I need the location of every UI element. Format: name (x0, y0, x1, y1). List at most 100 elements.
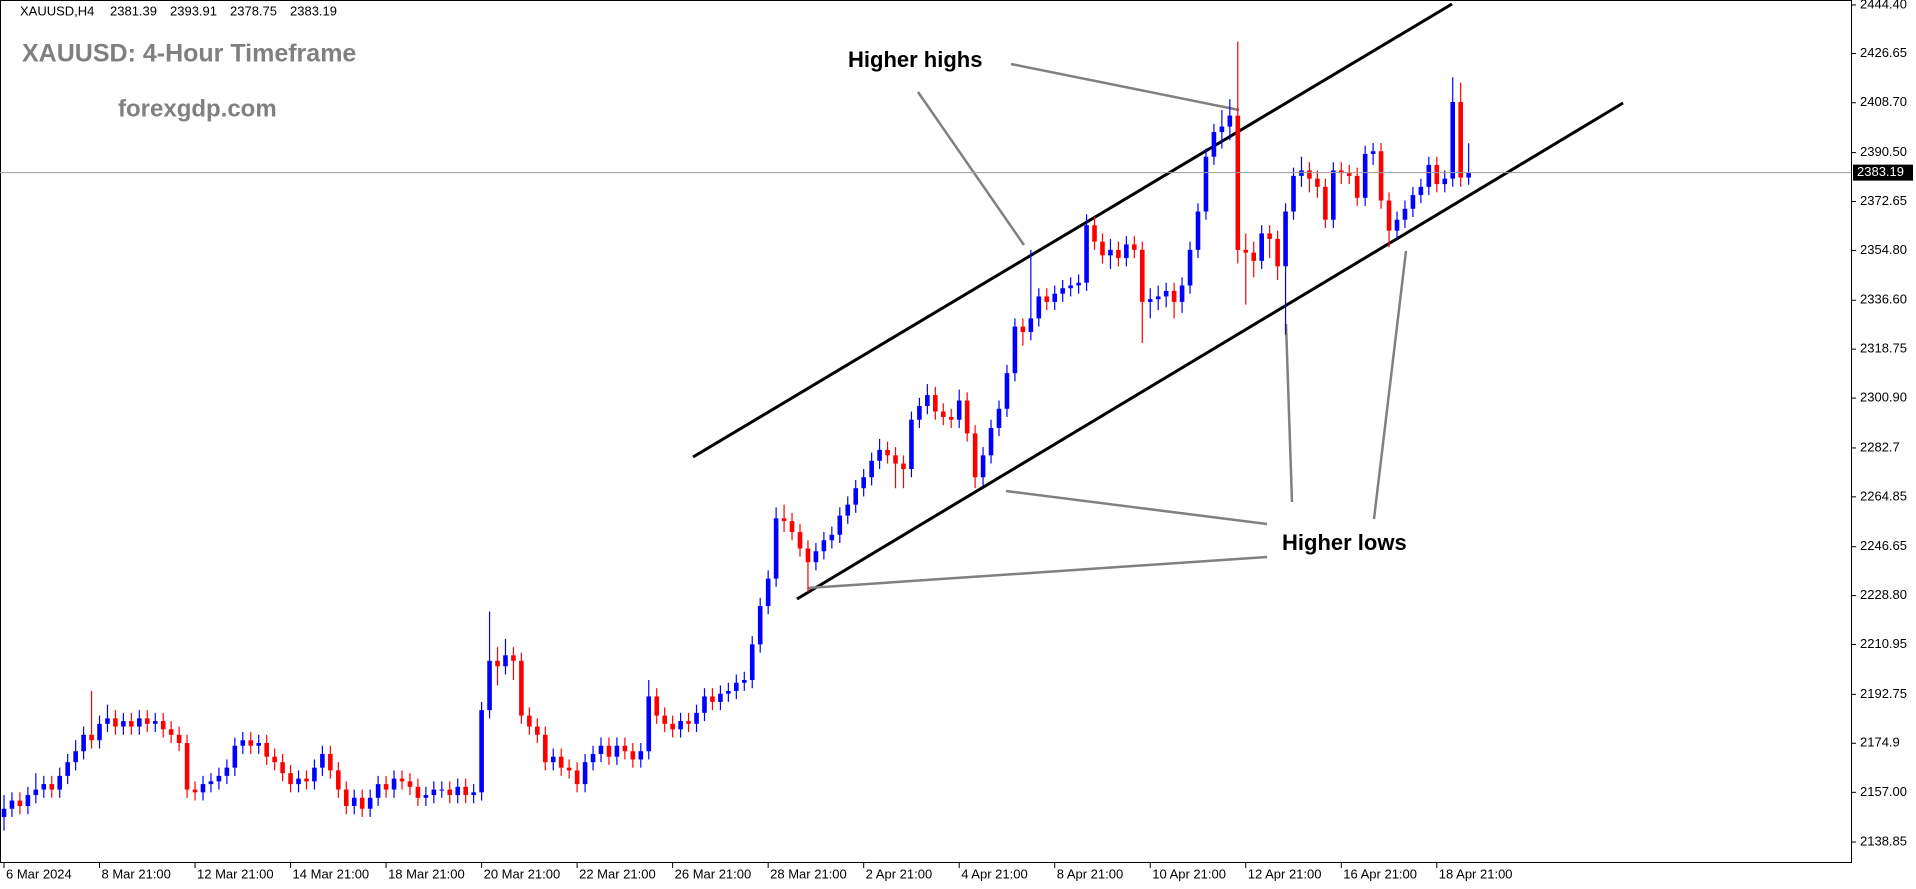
candle-body (972, 433, 978, 478)
candle-body (391, 778, 397, 790)
candle-body (264, 743, 269, 757)
candle-body (630, 751, 636, 760)
candle-body (773, 518, 779, 579)
candle-body (901, 463, 906, 470)
y-tick-label: 2228.80 (1860, 587, 1907, 602)
candle-body (933, 395, 938, 412)
candle-body (1, 808, 7, 817)
candle-body (144, 718, 150, 724)
candle-body (304, 778, 309, 782)
candle-body (1139, 249, 1145, 302)
candle-body (638, 751, 644, 760)
candle-body (1259, 233, 1264, 261)
candle-body (1323, 186, 1328, 220)
candle-body (439, 789, 445, 791)
candle-body (606, 745, 612, 757)
annotation-pointers (807, 62, 1408, 590)
x-tick-label: 4 Apr 21:00 (961, 866, 1027, 881)
pointer (916, 91, 1026, 246)
candle-body (662, 715, 667, 724)
y-tick-label: 2138.85 (1860, 833, 1907, 848)
candle-body (710, 696, 715, 702)
y-tick-label: 2192.75 (1860, 686, 1907, 701)
candle-body (829, 534, 835, 541)
candle-body (1124, 244, 1129, 259)
candle-body (479, 710, 484, 793)
candle-body (1203, 156, 1209, 212)
x-tick-label: 16 Apr 21:00 (1343, 866, 1417, 881)
candle-body (129, 721, 134, 727)
candle-body (160, 721, 166, 730)
x-tick-label: 10 Apr 21:00 (1152, 866, 1226, 881)
candle-body (821, 540, 827, 552)
candle-body (980, 455, 986, 478)
candle-body (566, 767, 572, 771)
candle-body (1187, 249, 1193, 286)
candle-body (49, 784, 55, 790)
candle-body (542, 734, 548, 763)
candle-body (885, 449, 890, 456)
candle-body (232, 745, 238, 768)
candle-body (678, 721, 683, 730)
y-tick-label: 2246.65 (1860, 538, 1907, 553)
candle-body (328, 753, 333, 771)
y-tick-label: 2318.75 (1860, 341, 1907, 356)
candle-body (359, 797, 365, 809)
candle-body (917, 406, 922, 420)
candle-body (1362, 153, 1368, 198)
candle-body (41, 784, 47, 790)
candle-body (152, 721, 158, 724)
candle-body (17, 800, 23, 807)
x-tick-label: 20 Mar 21:00 (484, 866, 561, 881)
candle-body (423, 795, 429, 798)
chart-subtitle: forexgdp.com (118, 95, 277, 122)
candle-body (741, 679, 747, 683)
candle-body (280, 762, 285, 774)
candle-body (1020, 326, 1026, 333)
ohlc-open: 2381.39 (110, 3, 157, 18)
y-tick-label: 2210.95 (1860, 636, 1907, 651)
candle-body (399, 778, 405, 782)
candle-body (964, 400, 970, 434)
candle-body (869, 460, 874, 478)
plot-frame (0, 0, 1852, 863)
candle-body (877, 449, 882, 461)
candle-body (1338, 170, 1344, 174)
candle-body (216, 775, 222, 782)
candle-body (503, 655, 508, 667)
candle-body (702, 696, 707, 713)
candle-body (1060, 288, 1065, 294)
y-tick-label: 2174.9 (1860, 735, 1900, 750)
candle-body (789, 521, 795, 533)
candle-body (121, 721, 126, 727)
candle-body (1211, 132, 1217, 157)
candle-body (1283, 211, 1288, 267)
candle-body (208, 781, 214, 785)
candle-body (574, 770, 580, 785)
candle-body (9, 800, 15, 809)
candle-body (176, 734, 182, 744)
y-tick-label: 2282.7 (1860, 439, 1900, 454)
symbol: XAUUSD,H4 (20, 3, 94, 18)
candle-body (1044, 296, 1050, 302)
candle-body (1402, 208, 1408, 220)
candle-body (1442, 178, 1448, 185)
candle-body (1458, 101, 1463, 178)
candle-body (256, 743, 262, 746)
candle-body (558, 756, 564, 768)
candle-body (956, 400, 962, 420)
candle-body (734, 682, 739, 691)
pointer (807, 555, 1268, 590)
candle-body (765, 578, 771, 607)
y-tick-label: 2336.60 (1860, 292, 1907, 307)
candle-body (383, 784, 389, 790)
candle-body (582, 762, 588, 785)
candle-body (694, 712, 699, 724)
last-price-box (1853, 164, 1913, 181)
candle-body (590, 753, 596, 763)
ohlc-low: 2378.75 (230, 3, 277, 18)
candle-body (1386, 200, 1392, 231)
candle-body (240, 740, 246, 746)
candle-body (367, 797, 373, 809)
